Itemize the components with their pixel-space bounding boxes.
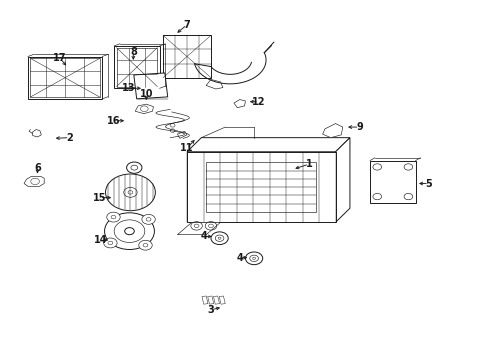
- Text: 14: 14: [94, 235, 107, 245]
- Bar: [206, 162, 316, 212]
- Text: 16: 16: [107, 116, 121, 126]
- Text: 17: 17: [53, 53, 67, 63]
- Bar: [28, 57, 102, 99]
- Polygon shape: [335, 138, 349, 222]
- Text: 1: 1: [305, 159, 312, 169]
- Circle shape: [114, 220, 144, 242]
- Text: 11: 11: [180, 143, 193, 153]
- Polygon shape: [24, 176, 44, 186]
- Bar: [219, 296, 225, 304]
- Polygon shape: [186, 138, 349, 152]
- Polygon shape: [233, 100, 245, 108]
- Text: 15: 15: [93, 193, 106, 203]
- Bar: [134, 73, 167, 99]
- Bar: [202, 296, 207, 304]
- Text: 3: 3: [207, 305, 214, 315]
- Text: 9: 9: [355, 122, 362, 132]
- Bar: [163, 35, 210, 78]
- Text: 5: 5: [425, 179, 431, 189]
- Circle shape: [139, 240, 152, 250]
- Polygon shape: [322, 123, 342, 138]
- Text: 4: 4: [200, 231, 207, 242]
- Text: 6: 6: [34, 163, 41, 173]
- Text: 7: 7: [183, 20, 190, 30]
- Polygon shape: [177, 222, 220, 235]
- Circle shape: [123, 188, 137, 197]
- Circle shape: [106, 212, 120, 222]
- Bar: [116, 48, 157, 86]
- Bar: [186, 152, 335, 222]
- Bar: [30, 58, 100, 97]
- Bar: [369, 161, 415, 203]
- Circle shape: [103, 238, 117, 248]
- Bar: [207, 296, 213, 304]
- Circle shape: [142, 215, 155, 224]
- Circle shape: [124, 228, 134, 235]
- Text: 12: 12: [252, 97, 265, 107]
- Bar: [213, 296, 219, 304]
- Circle shape: [104, 213, 154, 249]
- Bar: [114, 46, 160, 88]
- Text: 10: 10: [139, 89, 153, 99]
- Text: 2: 2: [66, 133, 73, 143]
- Text: 4: 4: [236, 253, 243, 262]
- Text: 8: 8: [130, 47, 137, 57]
- Text: 13: 13: [122, 83, 135, 93]
- Polygon shape: [135, 104, 153, 114]
- Circle shape: [105, 174, 155, 211]
